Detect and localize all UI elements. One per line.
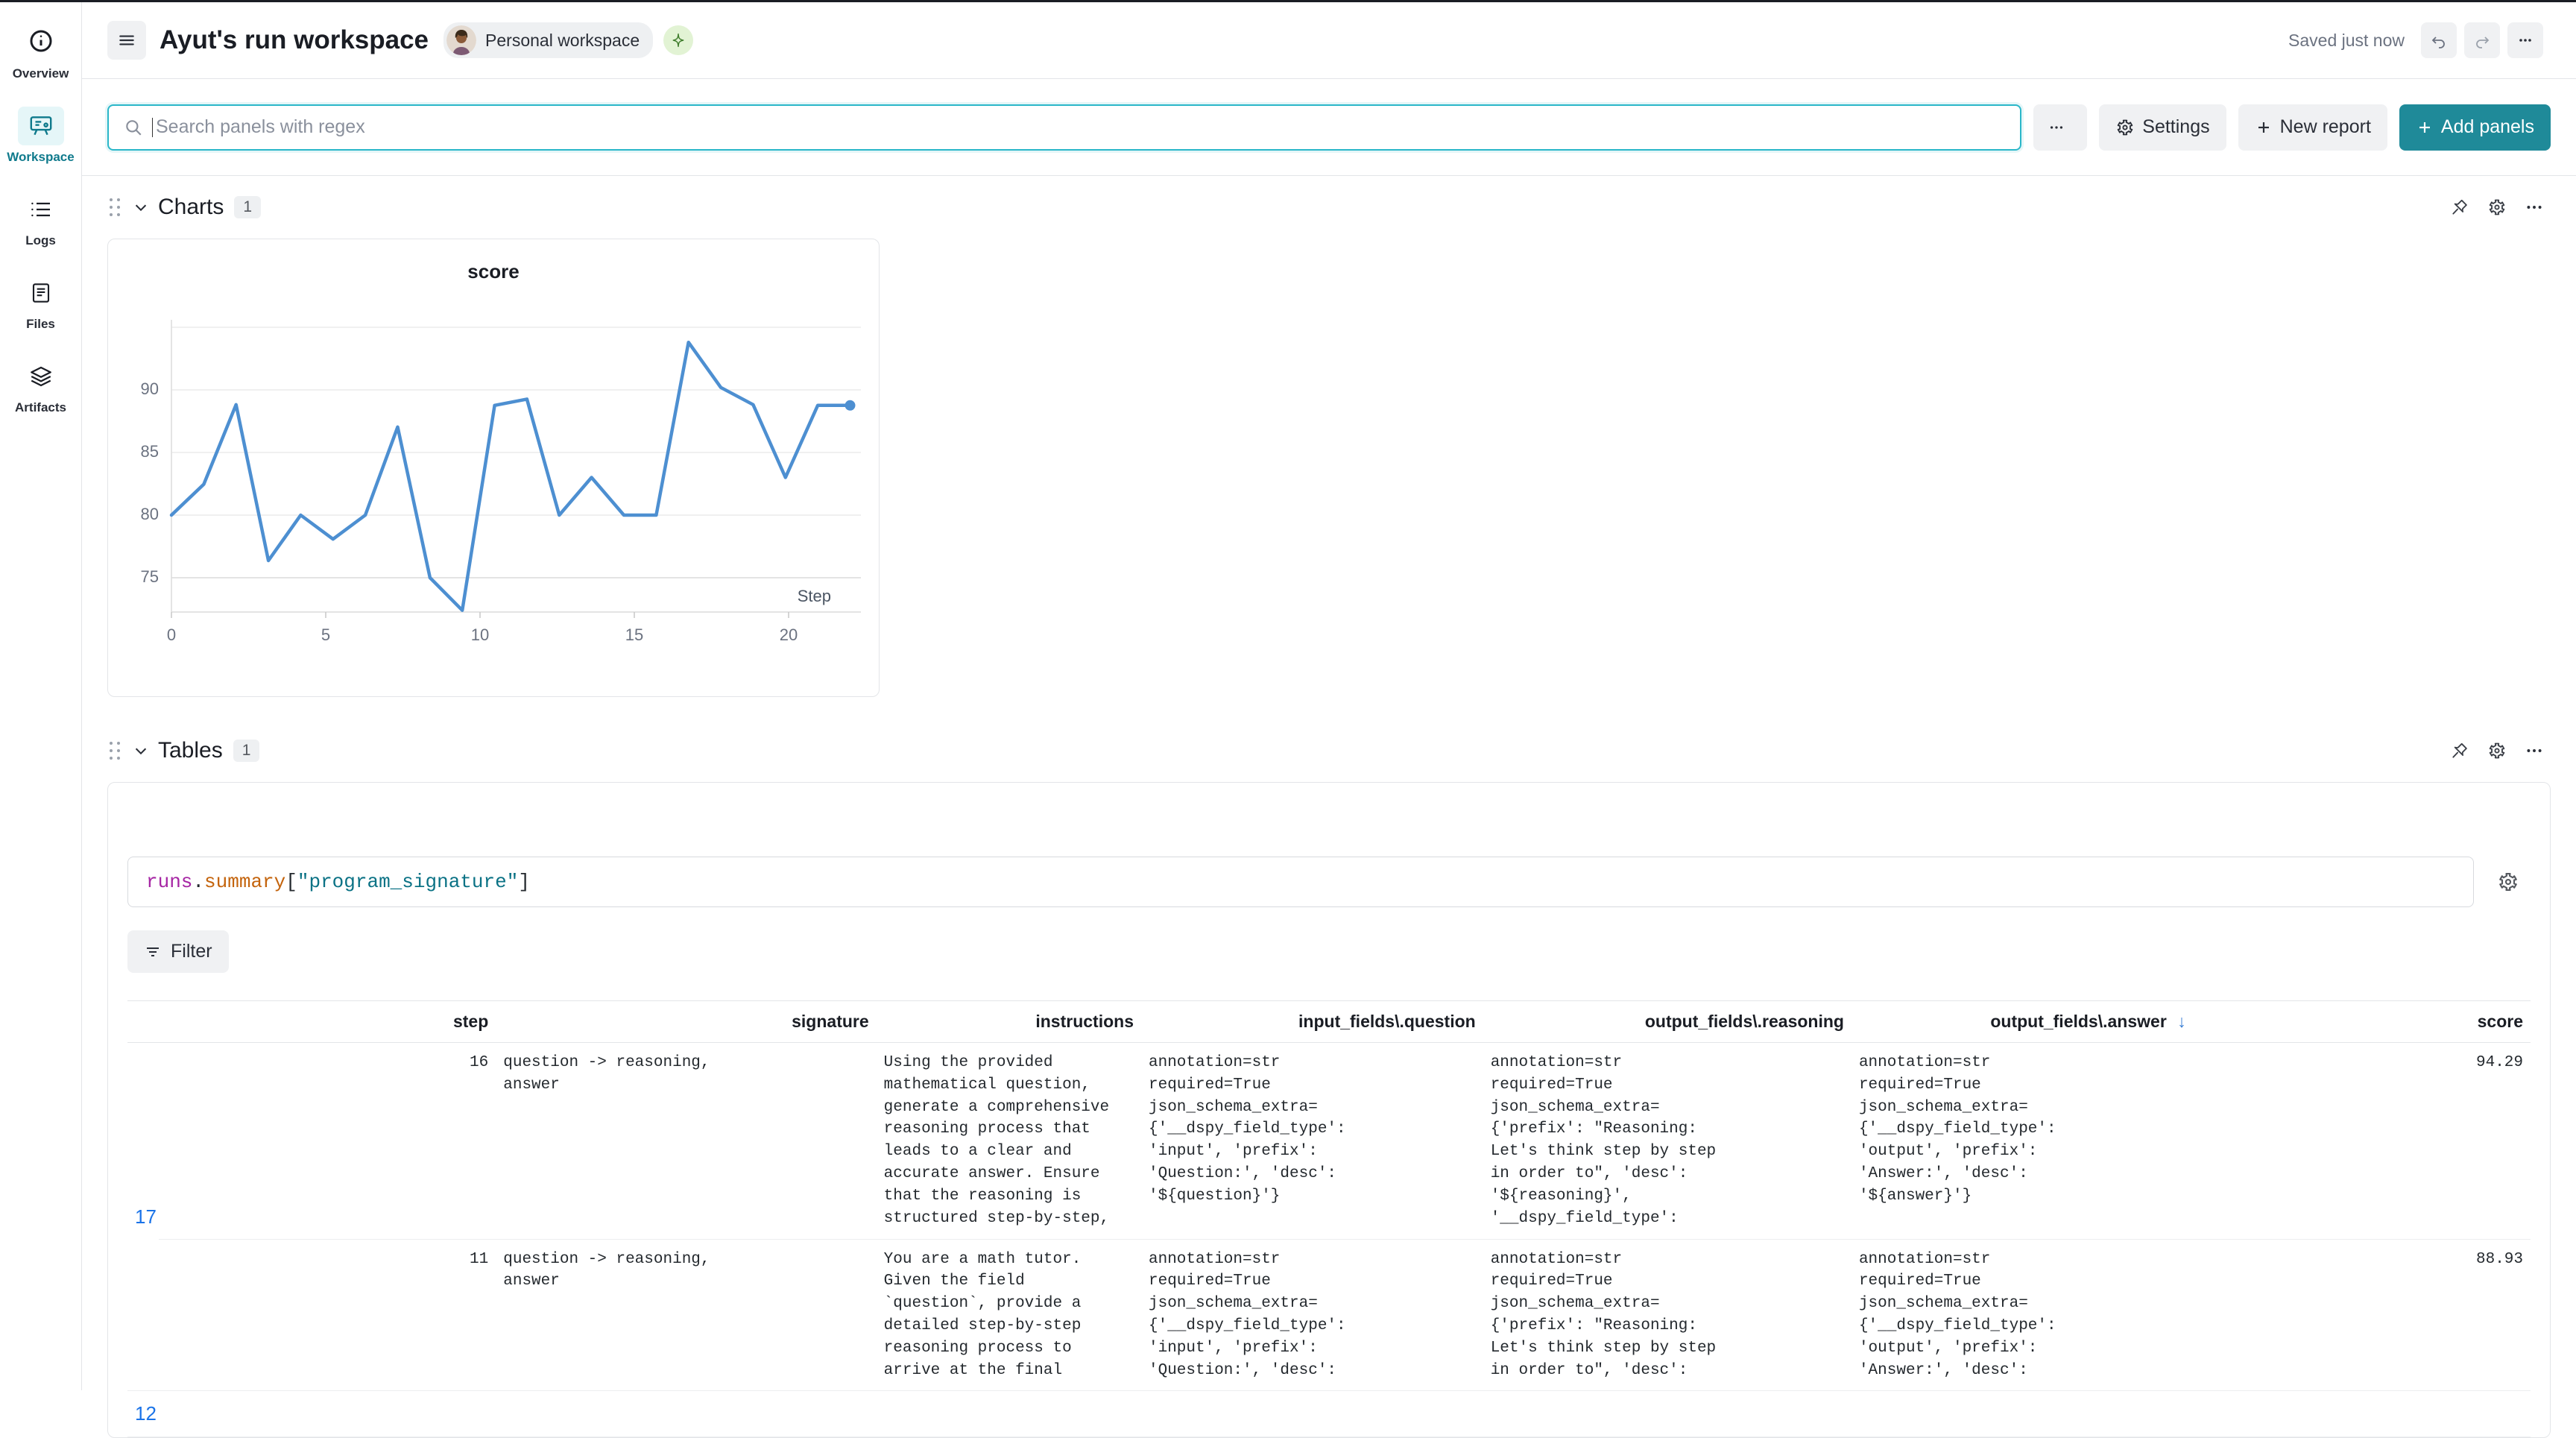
svg-text:5: 5 <box>321 625 330 644</box>
svg-text:20: 20 <box>780 625 798 644</box>
svg-text:90: 90 <box>141 379 159 398</box>
svg-text:80: 80 <box>141 505 159 523</box>
svg-text:75: 75 <box>141 567 159 586</box>
svg-text:85: 85 <box>141 442 159 461</box>
svg-text:10: 10 <box>471 625 489 644</box>
svg-text:Step: Step <box>798 587 831 605</box>
svg-text:15: 15 <box>625 625 643 644</box>
svg-text:0: 0 <box>167 625 176 644</box>
